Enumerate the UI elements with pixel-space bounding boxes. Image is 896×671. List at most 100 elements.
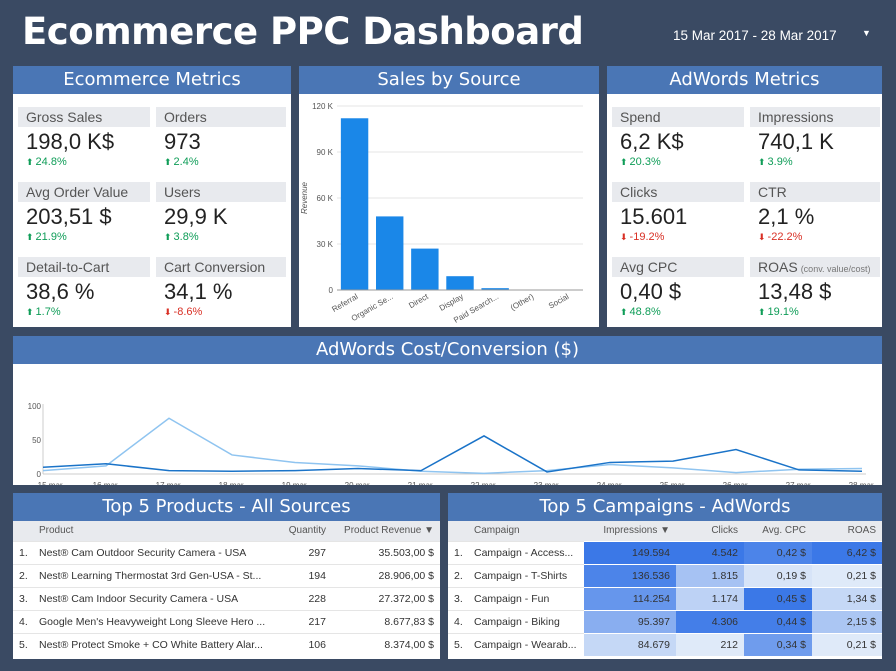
column-header-product[interactable]: Product xyxy=(39,521,272,541)
product-name: Nest® Protect Smoke + CO White Battery A… xyxy=(39,632,272,656)
chevron-down-icon[interactable]: ▼ xyxy=(862,28,871,38)
x-tick-label: 18 mar. xyxy=(219,481,246,485)
kpi-delta: ⬇ -19.2% xyxy=(612,231,744,243)
bar[interactable] xyxy=(446,276,474,290)
kpi-label: Detail-to-Cart xyxy=(18,257,150,277)
bar[interactable] xyxy=(411,248,439,290)
column-header-revenue[interactable]: Product Revenue ▼ xyxy=(332,521,440,541)
column-header-campaign[interactable]: Campaign xyxy=(474,521,584,541)
y-tick-label: 50 xyxy=(32,436,41,445)
column-header-quantity[interactable]: Quantity xyxy=(272,521,332,541)
column-header-roas[interactable]: ROAS xyxy=(812,521,882,541)
table-row[interactable]: 3. Campaign - Fun 114.254 1.174 0,45 $1,34 $ xyxy=(448,586,882,610)
kpi-label: Users xyxy=(156,182,286,202)
roas-value: 1,34 $ xyxy=(812,586,882,610)
kpi-cart-conversion: Cart Conversion 34,1 % ⬇ -8.6% xyxy=(156,257,286,318)
table-row[interactable]: 4. Google Men's Heavyweight Long Sleeve H… xyxy=(13,609,440,633)
quantity-value: 217 xyxy=(272,609,332,633)
column-header-impressions[interactable]: Impressions ▼ xyxy=(584,521,676,541)
campaign-name: Campaign - T-Shirts xyxy=(474,563,584,587)
table-row[interactable]: 2. Nest® Learning Thermostat 3rd Gen-USA … xyxy=(13,563,440,587)
arrow-up-icon: ⬆ xyxy=(164,157,172,167)
kpi-label-text: Impressions xyxy=(758,109,834,125)
table-row[interactable]: 1. Campaign - Access... 149.594 4.542 0,42 $… xyxy=(448,540,882,564)
row-number: 2. xyxy=(13,563,39,587)
kpi-delta-value: 48.8% xyxy=(629,306,661,318)
kpi-label-text: Clicks xyxy=(620,184,658,200)
top-products-table: Product Quantity Product Revenue ▼ 1. Nes… xyxy=(13,521,440,656)
row-number: 1. xyxy=(448,540,474,564)
clicks-value: 1.174 xyxy=(676,586,744,610)
arrow-up-icon: ⬆ xyxy=(758,157,766,167)
cost-conversion-panel: AdWords Cost/Conversion ($) 100 50 0 15 mar… xyxy=(13,336,882,485)
bar[interactable] xyxy=(340,118,369,290)
kpi-orders: Orders 973 ⬆ 2.4% xyxy=(156,107,286,168)
kpi-label-text: Detail-to-Cart xyxy=(26,259,110,275)
ecommerce-metrics-panel: Ecommerce Metrics Gross Sales 198,0 K$ ⬆ 24… xyxy=(13,66,291,327)
x-tick-label: 25 mar. xyxy=(660,481,687,485)
kpi-label: Clicks xyxy=(612,182,744,202)
x-tick-label: 27 mar. xyxy=(786,481,813,485)
product-name: Nest® Cam Outdoor Security Camera - USA xyxy=(39,540,272,564)
kpi-delta-value: -22.2% xyxy=(767,231,803,243)
kpi-value: 0,40 $ xyxy=(620,279,682,304)
x-tick-label: 22 mar. xyxy=(471,481,498,485)
kpi-sublabel: (conv. value/cost) xyxy=(800,264,871,274)
kpi-delta: ⬆ 19.1% xyxy=(750,306,880,318)
arrow-down-icon: ⬇ xyxy=(758,232,766,242)
row-number: 5. xyxy=(448,632,474,656)
dashboard-title: Ecommerce PPC Dashboard xyxy=(22,10,584,53)
table-row[interactable]: 1. Nest® Cam Outdoor Security Camera - US… xyxy=(13,540,440,564)
series-line-1[interactable] xyxy=(42,435,863,473)
y-tick-label: 120 K xyxy=(312,102,334,111)
kpi-detail-to-cart: Detail-to-Cart 38,6 % ⬆ 1.7% xyxy=(18,257,150,318)
kpi-label: Spend xyxy=(612,107,744,127)
table-row[interactable]: 5. Nest® Protect Smoke + CO White Battery… xyxy=(13,632,440,656)
kpi-clicks: Clicks 15.601 ⬇ -19.2% xyxy=(612,182,744,243)
column-header-clicks[interactable]: Clicks xyxy=(676,521,744,541)
kpi-delta-value: 20.3% xyxy=(629,156,661,168)
adwords-metrics-panel: AdWords Metrics Spend 6,2 K$ ⬆ 20.3% Impress… xyxy=(607,66,882,327)
kpi-avg-order-value: Avg Order Value 203,51 $ ⬆ 21.9% xyxy=(18,182,150,243)
quantity-value: 194 xyxy=(272,563,332,587)
arrow-down-icon: ⬇ xyxy=(164,307,172,317)
kpi-delta: ⬆ 21.9% xyxy=(18,231,150,243)
bar[interactable] xyxy=(481,288,509,290)
kpi-value: 2,1 % xyxy=(758,204,815,229)
product-name: Nest® Cam Indoor Security Camera - USA xyxy=(39,586,272,610)
x-tick-label: Social xyxy=(547,292,571,311)
kpi-delta-value: 3.9% xyxy=(767,156,793,168)
kpi-delta: ⬆ 2.4% xyxy=(156,156,286,168)
kpi-delta: ⬆ 3.8% xyxy=(156,231,286,243)
kpi-label: Avg Order Value xyxy=(18,182,150,202)
date-range-picker[interactable]: 15 Mar 2017 - 28 Mar 2017 xyxy=(673,28,837,43)
kpi-label-text: Users xyxy=(164,184,201,200)
table-row[interactable]: 2. Campaign - T-Shirts 136.536 1.815 0,19 $0… xyxy=(448,563,882,587)
campaign-name: Campaign - Fun xyxy=(474,586,584,610)
series-line-2[interactable] xyxy=(42,417,863,475)
y-tick-label: 30 K xyxy=(317,240,334,249)
y-tick-label: 100 xyxy=(28,402,42,411)
quantity-value: 228 xyxy=(272,586,332,610)
table-row[interactable]: 4. Campaign - Biking 95.397 4.306 0,44 $2,15… xyxy=(448,609,882,633)
kpi-ctr: CTR 2,1 % ⬇ -22.2% xyxy=(750,182,880,243)
kpi-avg-cpc: Avg CPC 0,40 $ ⬆ 48.8% xyxy=(612,257,744,318)
column-header-avg-cpc[interactable]: Avg. CPC xyxy=(744,521,812,541)
bar[interactable] xyxy=(376,216,404,290)
panel-title: Ecommerce Metrics xyxy=(13,66,291,94)
table-row[interactable]: 5. Campaign - Wearab... 84.679 212 0,34 $0,2… xyxy=(448,632,882,656)
y-tick-label: 0 xyxy=(37,470,42,479)
panel-title: Sales by Source xyxy=(299,66,599,94)
kpi-spend: Spend 6,2 K$ ⬆ 20.3% xyxy=(612,107,744,168)
revenue-value: 35.503,00 $ xyxy=(332,540,440,564)
revenue-value: 27.372,00 $ xyxy=(332,586,440,610)
arrow-up-icon: ⬆ xyxy=(26,307,34,317)
clicks-value: 4.542 xyxy=(676,540,744,564)
arrow-up-icon: ⬆ xyxy=(620,157,628,167)
table-row[interactable]: 3. Nest® Cam Indoor Security Camera - USA… xyxy=(13,586,440,610)
row-number: 4. xyxy=(13,609,39,633)
cpc-value: 0,19 $ xyxy=(744,563,812,587)
kpi-delta-value: 3.8% xyxy=(173,231,199,243)
x-tick-label: 28 mar. xyxy=(849,481,876,485)
arrow-up-icon: ⬆ xyxy=(620,307,628,317)
